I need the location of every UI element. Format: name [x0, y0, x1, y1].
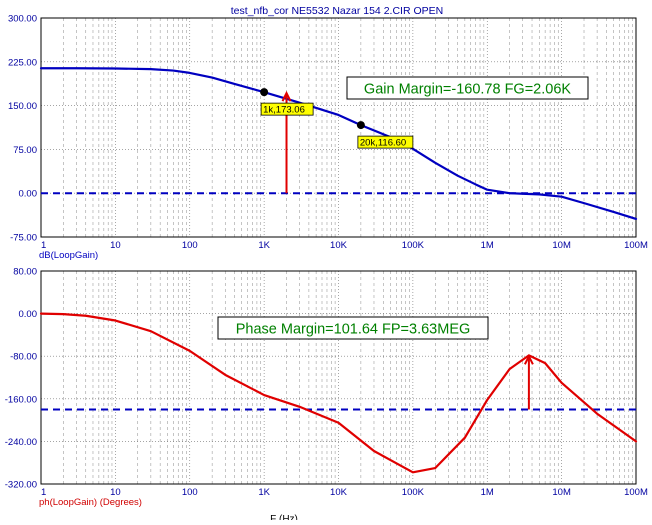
x-tick-label: 100M: [624, 487, 648, 498]
y-tick-label: -75.00: [10, 233, 37, 244]
x-tick-label: 100M: [624, 240, 648, 251]
x-tick-label: 100K: [402, 487, 425, 498]
plot-area: [41, 271, 636, 484]
data-marker: [260, 88, 269, 97]
x-tick-label: 10: [110, 487, 121, 498]
marker-label-box: [357, 135, 414, 149]
y-tick-label: 0.00: [19, 189, 38, 200]
y-tick-label: -320.00: [5, 480, 37, 491]
chart-panel-gain: 300.00 225.00 150.00 75.00 0.00 -75.00 1 10 100 1…: [8, 14, 648, 262]
margin-arrow-head: [281, 90, 292, 102]
data-marker: [356, 121, 365, 130]
plot-border: [40, 17, 637, 238]
x-tick-label: 10M: [552, 487, 571, 498]
marker-label: 1k,173.06: [263, 105, 305, 116]
x-tick-label: 1M: [481, 487, 494, 498]
y-axis-label: dB(LoopGain): [39, 250, 98, 261]
x-tick-label: 1: [41, 240, 46, 251]
grid-lines: [41, 18, 636, 237]
x-tick-label: 100: [182, 240, 198, 251]
y-tick-label: -240.00: [5, 437, 37, 448]
y-tick-label: 225.00: [8, 57, 37, 68]
x-tick-label: 10K: [330, 487, 348, 498]
margin-annotation-text: Phase Margin=101.64 FP=3.63MEG: [236, 322, 471, 338]
x-tick-label: 1K: [258, 240, 270, 251]
plot-panels: 300.00 225.00 150.00 75.00 0.00 -75.00 1 10 100 1…: [5, 14, 648, 525]
y-tick-label: 80.00: [13, 267, 37, 278]
marker-label: 20k,116.60: [360, 138, 406, 149]
plot-border: [40, 270, 637, 485]
y-tick-label: 300.00: [8, 14, 37, 25]
series-line-phase: [39, 312, 638, 474]
y-tick-label: 150.00: [8, 101, 37, 112]
chart-panel-phase: 80.00 0.00 -80.00 -160.00 -240.00 -320.00 1 10 1…: [5, 267, 648, 509]
y-tick-label: 75.00: [13, 145, 37, 156]
y-axis-label: ph(LoopGain) (Degrees): [39, 497, 142, 508]
margin-annotation-box: [346, 76, 589, 100]
x-axis-label: F (Hz): [270, 514, 298, 520]
x-tick-label: 100K: [402, 240, 425, 251]
margin-annotation-box: [217, 316, 489, 340]
x-tick-label: 10: [110, 240, 121, 251]
x-tick-label: 10K: [330, 240, 348, 251]
y-tick-label: -160.00: [5, 394, 37, 405]
x-tick-label: 1K: [258, 487, 270, 498]
x-tick-label: 1M: [481, 240, 494, 251]
marker-label-box: [260, 102, 314, 116]
x-tick-label: 1: [41, 487, 46, 498]
grid-lines: [41, 271, 636, 484]
margin-arrow-head: [523, 354, 534, 365]
x-tick-label: 100: [182, 487, 198, 498]
y-tick-label: -80.00: [10, 352, 37, 363]
window-title: test_nfb_cor NE5532 Nazar 154 2.CIR OPEN: [231, 5, 443, 17]
margin-annotation-text: Gain Margin=-160.78 FG=2.06K: [364, 82, 571, 98]
y-tick-label: 0.00: [19, 309, 38, 320]
x-tick-label: 10M: [552, 240, 571, 251]
